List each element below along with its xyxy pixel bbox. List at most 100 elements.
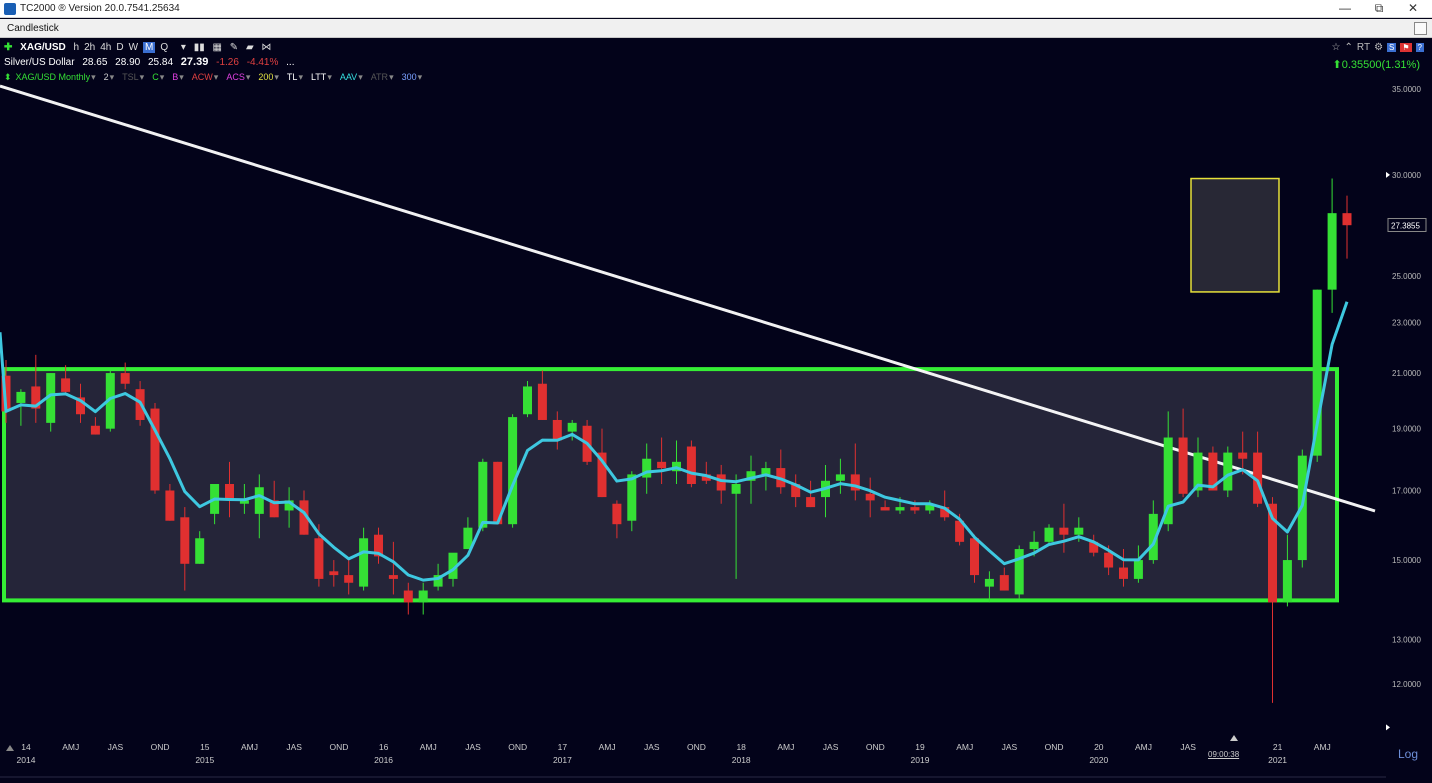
indicator-12[interactable]: 300▾	[402, 72, 427, 82]
indicator-4[interactable]: B▾	[172, 72, 188, 82]
add-symbol-icon[interactable]: ✚	[4, 42, 13, 53]
candle-body	[448, 552, 458, 579]
scan-icon[interactable]: S	[1387, 43, 1397, 52]
restore-window-icon[interactable]	[1414, 22, 1427, 35]
indicator-1[interactable]: 2▾	[104, 72, 119, 82]
indicator-label: 200	[258, 72, 274, 82]
chart-type-label: Candlestick	[7, 23, 59, 34]
low-marker-icon	[1386, 724, 1390, 731]
close-button[interactable]: ✕	[1407, 1, 1419, 15]
timeframe-2h[interactable]: 2h	[84, 42, 96, 53]
price-tick-label: 35.0000	[1392, 85, 1421, 94]
year-tick-label: 2015	[195, 755, 214, 765]
chevron-down-icon[interactable]: ▾	[213, 72, 219, 82]
symbol-toolbar: ✚ XAG/USD h 2h 4h D W M Q ▾ ▮▮ ▦ ✎ ▰ ⋈	[4, 42, 276, 56]
star-icon[interactable]: ☆	[1331, 42, 1341, 53]
timeframe-dropdown-icon[interactable]: ▾	[180, 42, 186, 53]
low-value: 25.84	[147, 57, 174, 68]
annotation-icon[interactable]: ▰	[245, 42, 254, 53]
drawing-tool-icon[interactable]: ✎	[229, 42, 239, 53]
indicator-9[interactable]: LTT▾	[311, 72, 336, 82]
chevron-down-icon[interactable]: ▾	[358, 72, 363, 82]
candle-body	[865, 493, 875, 501]
symbol-label[interactable]: XAG/USD	[20, 42, 66, 53]
indicator-5[interactable]: ACW▾	[192, 72, 223, 82]
chevron-down-icon[interactable]: ▾	[274, 72, 279, 82]
minimize-button[interactable]: —	[1339, 1, 1351, 15]
time-tick-label: AMJ	[420, 742, 437, 752]
price-tick-label: 15.0000	[1392, 556, 1421, 565]
share-icon[interactable]: ⋈	[261, 42, 272, 53]
candle-body	[731, 483, 741, 494]
indicator-toggle-icon[interactable]: ⬍	[4, 72, 12, 82]
chevron-down-icon[interactable]: ▾	[327, 72, 332, 82]
candle-body	[225, 483, 234, 501]
flag-icon[interactable]: ⚑	[1400, 43, 1412, 52]
time-tick-label: JAS	[644, 742, 660, 752]
year-tick-label: 2014	[17, 755, 36, 765]
indicator-8[interactable]: TL▾	[287, 72, 307, 82]
chevron-down-icon[interactable]: ▾	[389, 72, 394, 82]
chevron-down-icon[interactable]: ▾	[245, 72, 251, 82]
indicator-label: TSL	[122, 72, 139, 82]
candle-body	[1208, 452, 1218, 491]
indicator-2[interactable]: TSL▾	[122, 72, 148, 82]
timeframe-4h[interactable]: 4h	[100, 42, 112, 53]
candle-body	[1074, 527, 1084, 535]
indicator-label: LTT	[310, 72, 327, 82]
timeframe-Q[interactable]: Q	[160, 42, 169, 53]
indicator-7[interactable]: 200▾	[258, 72, 283, 82]
candle-body	[195, 538, 205, 564]
price-tick-label: 12.0000	[1392, 680, 1421, 689]
candle-body	[508, 417, 518, 525]
layout-icon[interactable]: ▦	[212, 42, 222, 53]
timeframe-h[interactable]: h	[73, 42, 80, 53]
timeframe-D[interactable]: D	[116, 42, 124, 53]
log-scale-button[interactable]: Log	[1397, 747, 1418, 761]
price-tick-label: 23.0000	[1392, 318, 1421, 327]
timeframe-M[interactable]: M	[143, 42, 156, 53]
chevron-down-icon[interactable]: ▾	[109, 72, 115, 82]
window-title-bar: TC2000 ® Version 20.0.7541.25634 — ⧉ ✕	[0, 0, 1432, 18]
chevron-down-icon[interactable]: ▾	[417, 72, 423, 82]
flag-up-icon[interactable]: ⌃	[1344, 42, 1353, 53]
timeframe-W[interactable]: W	[128, 42, 139, 53]
candle-body	[299, 500, 309, 535]
chart-settings-icon[interactable]: ▮▮	[193, 42, 205, 53]
candle-body	[463, 527, 473, 550]
candle-body	[701, 474, 711, 481]
chevron-down-icon[interactable]: ▾	[139, 72, 145, 82]
candle-body	[165, 490, 175, 521]
chevron-down-icon[interactable]: ▾	[159, 72, 165, 82]
time-tick-label: JAS	[286, 742, 302, 752]
candle-body	[895, 507, 905, 511]
candle-body	[552, 419, 562, 441]
candle-body	[1059, 527, 1069, 535]
chevron-down-icon[interactable]: ▾	[298, 72, 303, 82]
maximize-button[interactable]: ⧉	[1374, 1, 1384, 15]
candle-body	[1268, 503, 1277, 603]
time-tick-label: JAS	[823, 742, 839, 752]
candle-body	[1223, 452, 1233, 491]
more-menu[interactable]: ...	[286, 57, 295, 68]
indicator-6[interactable]: ACS▾	[226, 72, 254, 82]
time-tick-label: 20	[1094, 742, 1104, 752]
realtime-icon[interactable]: RT	[1356, 42, 1371, 53]
price-chart-svg[interactable]: 35.0000 30.0000 25.0000 23.0000 21.0000 19.00…	[0, 39, 1432, 783]
candle-body	[493, 461, 503, 525]
help-icon[interactable]: ?	[1415, 43, 1424, 52]
indicator-0[interactable]: XAG/USD Monthly▾	[16, 72, 100, 82]
candle-body	[90, 425, 100, 435]
indicator-10[interactable]: AAV▾	[340, 72, 367, 82]
time-tick-label: AMJ	[1135, 742, 1152, 752]
indicator-3[interactable]: C▾	[152, 72, 168, 82]
indicator-11[interactable]: ATR▾	[371, 72, 398, 82]
chevron-down-icon[interactable]: ▾	[179, 72, 184, 82]
indicator-label: 300	[401, 72, 417, 82]
chart-panel[interactable]: 35.0000 30.0000 25.0000 23.0000 21.0000 19.00…	[0, 39, 1432, 783]
indicator-bar: ⬍ XAG/USD Monthly▾ 2▾ TSL▾ C▾ B▾ ACW▾ ACS▾ 200▾ T…	[4, 72, 430, 83]
gear-icon[interactable]: ⚙	[1374, 42, 1384, 53]
candle-body	[1312, 289, 1322, 456]
candle-body	[1342, 213, 1352, 226]
chevron-down-icon[interactable]: ▾	[91, 72, 96, 82]
